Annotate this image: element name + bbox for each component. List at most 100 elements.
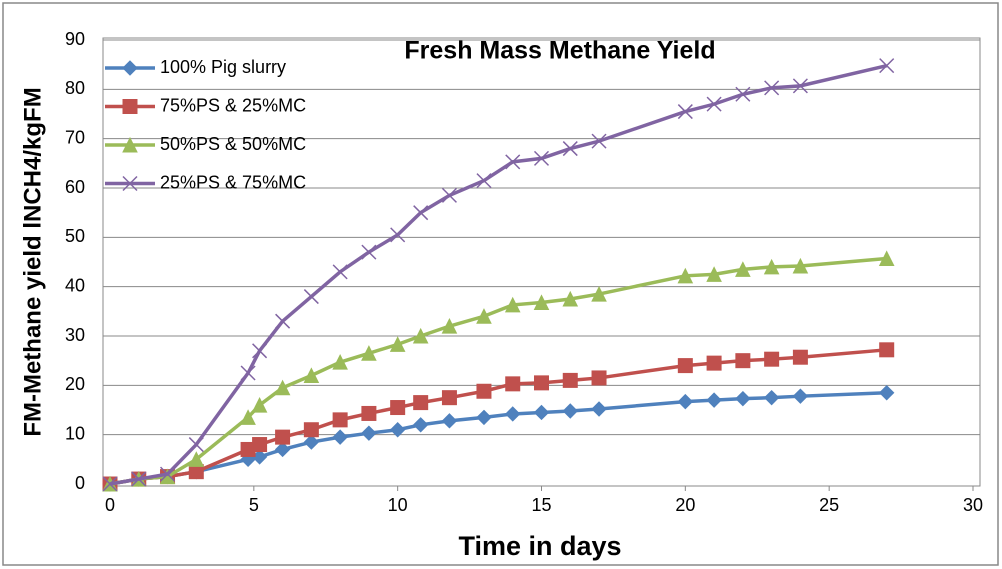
marker (188, 451, 205, 467)
marker (764, 80, 780, 96)
marker (122, 60, 138, 76)
chart-title: Fresh Mass Methane Yield (404, 37, 715, 65)
x-tick-label: 5 (249, 495, 259, 515)
marker (764, 351, 780, 367)
marker (303, 422, 319, 438)
marker (677, 393, 694, 410)
marker (441, 318, 458, 334)
marker (303, 289, 319, 305)
marker (361, 345, 377, 361)
marker (361, 405, 377, 421)
legend-label: 50%PS & 50%MC (160, 134, 306, 154)
legend-label: 100% Pig slurry (160, 57, 286, 77)
y-tick-label: 90 (65, 29, 85, 49)
marker (332, 429, 348, 445)
marker (591, 401, 607, 417)
x-tick-label: 25 (819, 495, 839, 515)
y-tick-label: 70 (65, 127, 85, 147)
marker (505, 406, 521, 422)
y-tick-label: 20 (65, 374, 85, 394)
marker (476, 308, 492, 324)
marker (534, 375, 549, 391)
marker (476, 173, 492, 189)
marker (332, 412, 348, 428)
y-tick-label: 50 (65, 226, 85, 246)
marker (361, 425, 377, 441)
marker (562, 403, 578, 419)
marker (591, 285, 607, 302)
marker (677, 267, 694, 284)
marker (878, 385, 895, 401)
marker (303, 367, 320, 383)
marker (252, 437, 268, 453)
marker (361, 244, 377, 260)
y-tick-label: 40 (65, 275, 85, 295)
y-tick-label: 80 (65, 78, 85, 98)
marker (562, 141, 578, 157)
marker (792, 388, 809, 404)
marker (504, 296, 521, 313)
marker (505, 154, 521, 170)
marker (332, 264, 348, 280)
marker (188, 437, 204, 453)
marker (240, 409, 256, 425)
x-tick-label: 10 (388, 495, 408, 515)
marker (533, 404, 550, 421)
marker (878, 250, 895, 267)
x-axis-label: Time in days (458, 531, 621, 561)
x-tick-label: 0 (105, 495, 115, 515)
marker (533, 294, 550, 310)
legend-label: 75%PS & 25%MC (160, 95, 306, 115)
y-tick-label: 30 (65, 325, 85, 345)
marker (879, 58, 895, 74)
marker (275, 313, 291, 329)
series-line (109, 63, 888, 486)
y-tick-label: 0 (75, 473, 85, 493)
legend-label: 25%PS & 75%MC (160, 172, 306, 192)
x-tick-label: 20 (675, 495, 695, 515)
marker (706, 96, 722, 112)
marker (735, 261, 751, 277)
marker (879, 342, 895, 358)
marker (122, 99, 138, 114)
marker (274, 379, 291, 396)
marker (562, 372, 578, 388)
marker (533, 150, 550, 166)
marker (131, 471, 147, 487)
marker (591, 370, 607, 386)
marker (735, 86, 751, 102)
x-tick-label: 30 (963, 495, 983, 515)
marker (706, 266, 722, 282)
y-tick-label: 10 (65, 423, 85, 443)
marker (706, 392, 722, 408)
marker (562, 290, 579, 307)
y-tick-label: 60 (65, 177, 85, 197)
marker (476, 409, 492, 426)
marker (332, 354, 348, 370)
marker (240, 365, 256, 381)
marker (763, 258, 780, 275)
marker (413, 395, 429, 411)
marker (735, 390, 751, 407)
marker (275, 429, 291, 445)
marker (389, 336, 406, 352)
marker (792, 78, 808, 94)
marker (706, 355, 722, 371)
marker (251, 396, 268, 413)
marker (476, 383, 492, 399)
marker (505, 376, 521, 392)
marker (390, 227, 406, 243)
marker (160, 466, 176, 482)
marker (441, 390, 457, 406)
marker (274, 441, 291, 458)
marker (102, 476, 118, 492)
marker (122, 136, 138, 153)
marker (389, 422, 406, 438)
marker (303, 434, 320, 450)
series-line (109, 256, 887, 486)
y-axis-label: FM-Methane yield lNCH4/kgFM (19, 87, 46, 436)
marker (792, 349, 808, 365)
marker (792, 257, 809, 274)
